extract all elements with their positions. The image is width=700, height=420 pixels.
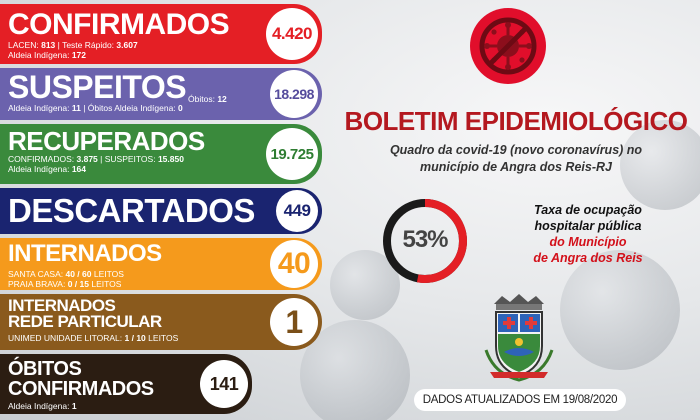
confirmados-details: LACEN: 813 | Teste Rápido: 3.607 Aldeia …	[8, 40, 138, 60]
internados-title: INTERNADOS	[8, 240, 162, 267]
suspeitos-count: 18.298	[270, 70, 318, 118]
suspeitos-card: SUSPEITOS Óbitos: 12 Aldeia Indígena: 11…	[0, 68, 322, 120]
suspeitos-obitos: Óbitos: 12	[188, 94, 227, 104]
obitos-title: ÓBITOS CONFIRMADOS	[8, 358, 154, 400]
suspeitos-details: Aldeia Indígena: 11 | Óbitos Aldeia Indí…	[8, 103, 183, 113]
internados-particular-count: 1	[270, 298, 318, 346]
internados-card: INTERNADOS SANTA CASA: 40 / 60 LEITOS PR…	[0, 238, 322, 290]
internados-particular-card: INTERNADOS REDE PARTICULAR UNIMED UNIDAD…	[0, 294, 322, 350]
confirmados-title: CONFIRMADOS	[8, 8, 230, 41]
occupancy-percent: 53%	[402, 226, 448, 253]
internados-particular-title: INTERNADOS REDE PARTICULAR	[8, 296, 162, 331]
internados-details: SANTA CASA: 40 / 60 LEITOS PRAIA BRAVA: …	[8, 269, 124, 289]
boletim-subtitle: Quadro da covid-19 (novo coronavírus) no…	[389, 143, 643, 174]
descartados-count: 449	[276, 190, 318, 232]
data-updated-badge: DADOS ATUALIZADOS EM 19/08/2020	[414, 389, 626, 411]
descartados-card: DESCARTADOS 449	[0, 188, 322, 234]
obitos-details: Aldeia Indígena: 1	[8, 401, 77, 411]
occupancy-label: Taxa de ocupação hospitalar pública do M…	[533, 203, 643, 265]
internados-count: 40	[270, 240, 318, 288]
obitos-card: ÓBITOS CONFIRMADOS Aldeia Indígena: 1 14…	[0, 354, 252, 414]
virus-prohibited-icon	[470, 8, 546, 84]
internados-particular-details: UNIMED UNIDADE LITORAL: 1 / 10 LEITOS	[8, 333, 179, 343]
descartados-title: DESCARTADOS	[8, 192, 255, 229]
confirmados-card: CONFIRMADOS LACEN: 813 | Teste Rápido: 3…	[0, 4, 322, 64]
occupancy-gauge	[383, 199, 467, 283]
recuperados-count: 19.725	[266, 128, 318, 180]
suspeitos-title: SUSPEITOS	[8, 69, 187, 105]
angra-dos-reis-coat-of-arms	[484, 294, 554, 382]
confirmados-count: 4.420	[266, 8, 318, 60]
recuperados-title: RECUPERADOS	[8, 126, 205, 156]
occupancy-gauge-fill	[383, 199, 467, 283]
recuperados-card: RECUPERADOS CONFIRMADOS: 3.875 | SUSPEIT…	[0, 124, 322, 184]
boletim-headline: BOLETIM EPIDEMIOLÓGICO	[344, 106, 688, 136]
recuperados-details: CONFIRMADOS: 3.875 | SUSPEITOS: 15.850 A…	[8, 154, 184, 174]
obitos-count: 141	[200, 360, 248, 408]
